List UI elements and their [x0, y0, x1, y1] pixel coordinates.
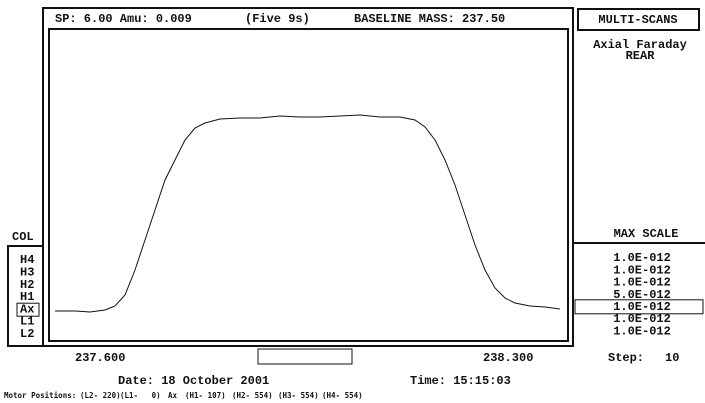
motor-position: (H2- 554) — [232, 391, 273, 400]
selected-collector — [16, 302, 40, 317]
collector: H1 — [20, 290, 34, 304]
max-scale: 1.0E-012 — [613, 300, 671, 314]
plot-frame — [42, 7, 574, 347]
panel-title: MULTI-SCANS — [598, 13, 677, 27]
mode: (Five 9s) — [245, 12, 310, 26]
peak-trace — [55, 114, 561, 313]
collector: H2 — [20, 278, 34, 292]
step-label: Step: — [608, 351, 644, 365]
collector: H3 — [20, 265, 34, 279]
panel-title-box — [577, 8, 700, 31]
step-value: 10 — [665, 351, 679, 365]
collector: L2 — [20, 327, 34, 341]
collector-box — [7, 245, 44, 347]
max-scale: 1.0E-012 — [613, 324, 671, 338]
motor-position: (H1- 107) — [185, 391, 226, 400]
col-label: COL — [12, 230, 34, 244]
axis-end: 238.300 — [483, 351, 533, 365]
max-scale: 1.0E-012 — [613, 312, 671, 326]
motor-position: (L2- 220) — [80, 391, 121, 400]
detector: Axial Faraday — [593, 38, 687, 52]
detector-position: REAR — [626, 49, 656, 63]
axis-start: 237.600 — [75, 351, 125, 365]
collector: Ax — [20, 302, 34, 316]
scan-params: SP: 6.00 Amu: 0.009 — [55, 12, 192, 26]
max-scale: 1.0E-012 — [613, 263, 671, 277]
max-scale: 1.0E-012 — [613, 251, 671, 265]
motor-position: (L1- 0) — [120, 391, 161, 400]
motor-position: (H3- 554) — [278, 391, 319, 400]
date: Date: 18 October 2001 — [118, 374, 269, 388]
max-scale-label: MAX SCALE — [614, 227, 679, 241]
plot-area — [48, 28, 569, 342]
motor-position: Ax — [168, 391, 178, 400]
motor-label: Motor Positions: — [4, 391, 76, 400]
collector: L1 — [20, 315, 34, 329]
scroll-box — [257, 348, 353, 365]
max-scale: 1.0E-012 — [613, 276, 671, 290]
selected-row — [574, 299, 704, 315]
time: Time: 15:15:03 — [410, 374, 511, 388]
baseline: BASELINE MASS: 237.50 — [354, 12, 505, 26]
motor-position: (H4- 554) — [322, 391, 363, 400]
max-scale: 5.0E-012 — [613, 288, 671, 302]
collector: H4 — [20, 253, 34, 267]
